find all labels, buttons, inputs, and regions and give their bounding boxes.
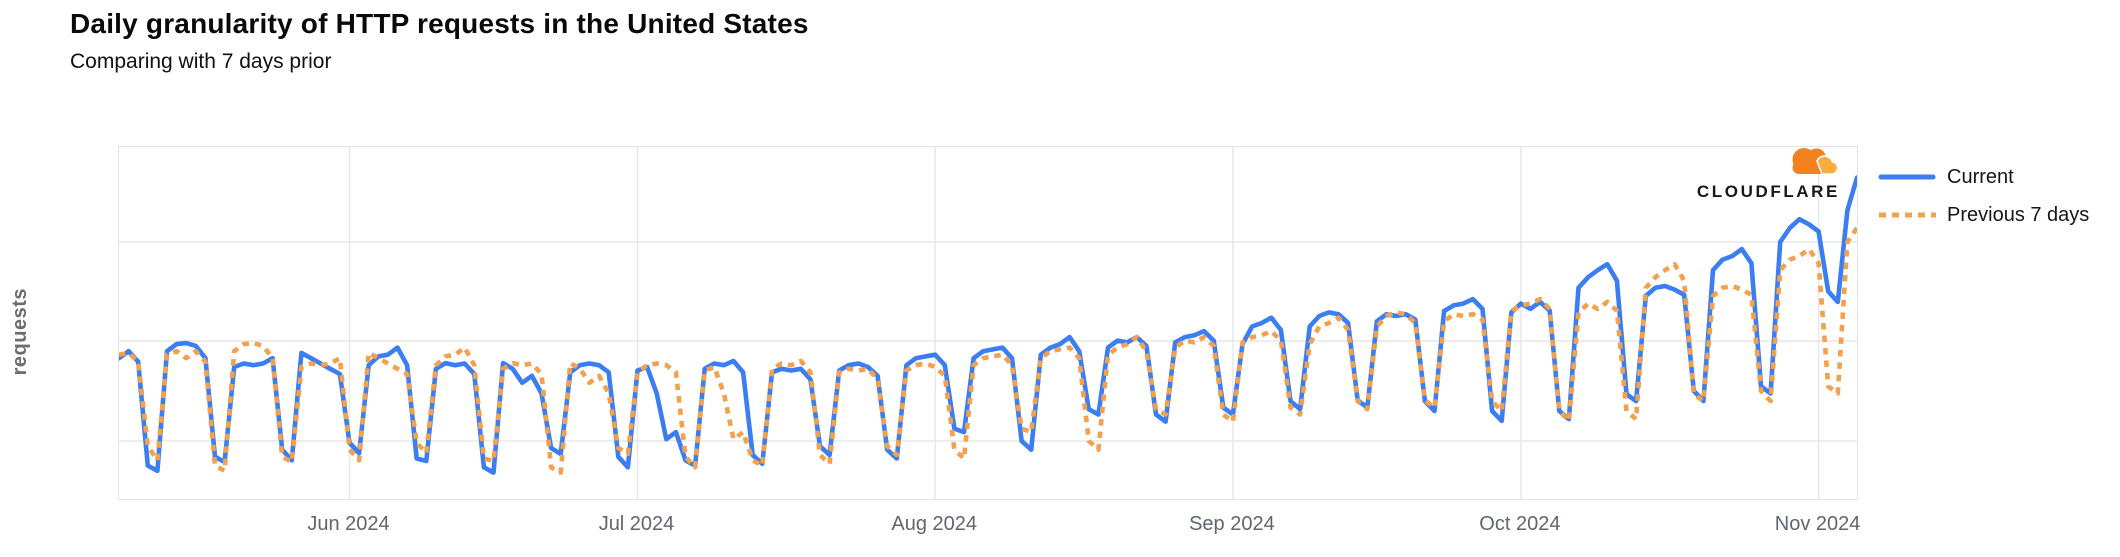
page-title: Daily granularity of HTTP requests in th… <box>70 8 809 39</box>
series-line-previous <box>119 226 1857 475</box>
cloudflare-cloud-icon <box>1792 148 1838 175</box>
legend-label-previous: Previous 7 days <box>1947 203 2090 226</box>
cloudflare-logo: CLOUDFLARE <box>1688 143 1840 202</box>
cloudflare-wordmark: CLOUDFLARE <box>1696 182 1840 201</box>
x-tick-label: Jul 2024 <box>598 513 675 535</box>
previous-line-sample-icon <box>1879 212 1936 218</box>
x-tick-label: Aug 2024 <box>891 513 978 535</box>
x-tick-label: Jun 2024 <box>307 513 390 535</box>
x-tick-label: Nov 2024 <box>1774 513 1861 535</box>
legend-item-current: Current <box>1878 158 2118 196</box>
legend-label-current: Current <box>1947 165 2014 188</box>
x-tick-label: Oct 2024 <box>1479 513 1561 535</box>
legend-item-previous: Previous 7 days <box>1878 196 2118 234</box>
chart-plot-area[interactable] <box>118 146 1858 500</box>
page-subtitle: Comparing with 7 days prior <box>70 50 332 73</box>
legend: Current Previous 7 days <box>1878 158 2118 234</box>
x-tick-label: Sep 2024 <box>1189 513 1275 535</box>
chart-canvas[interactable] <box>119 147 1857 499</box>
current-line-sample-icon <box>1878 174 1936 180</box>
